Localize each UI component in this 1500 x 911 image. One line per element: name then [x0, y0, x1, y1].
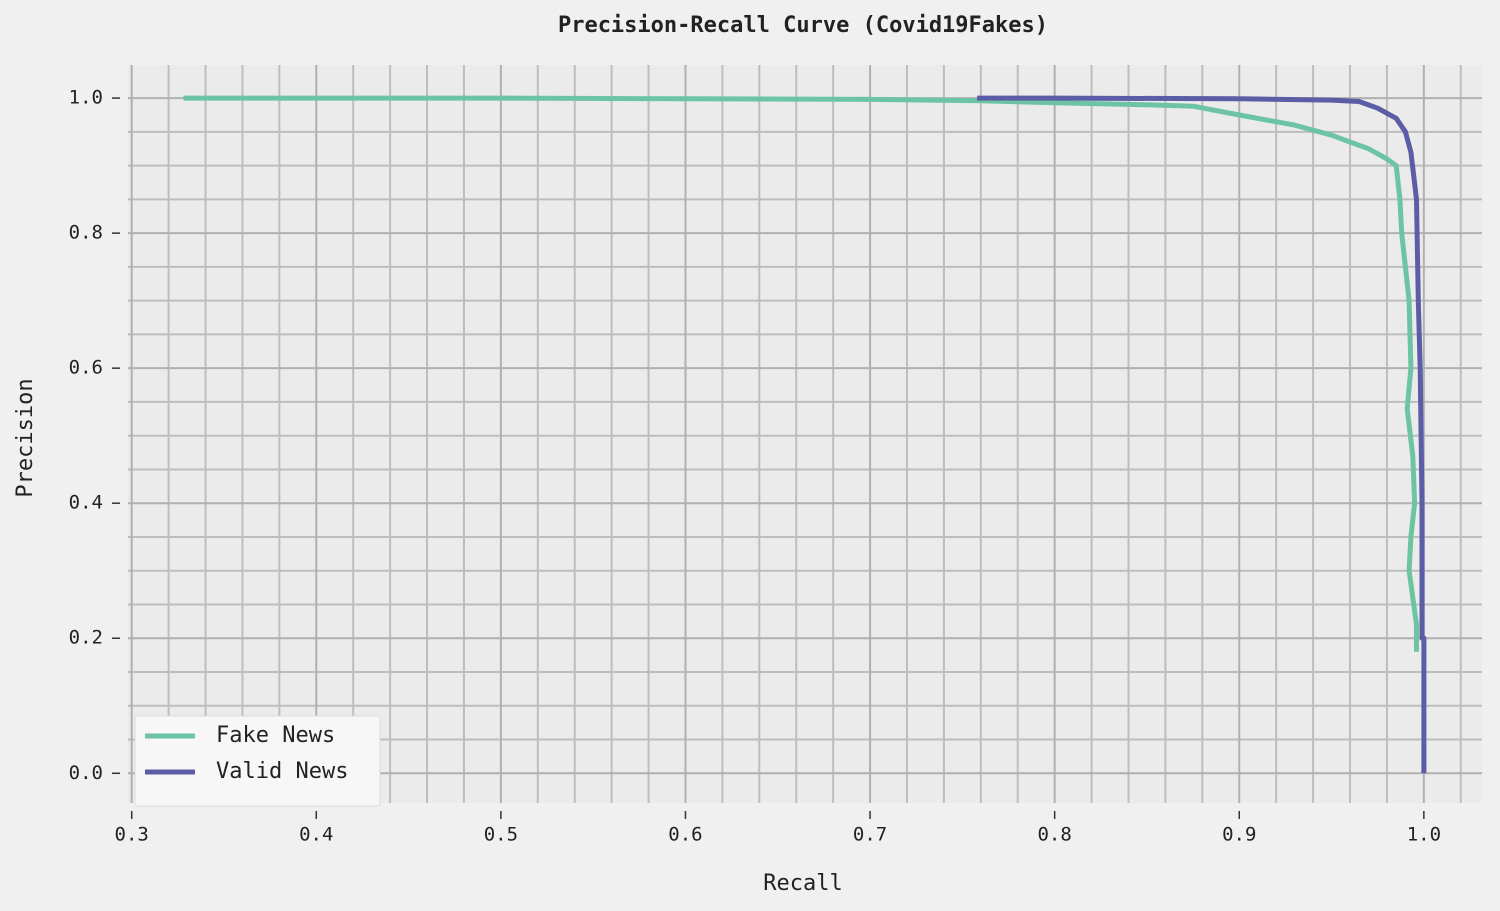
y-tick-label: 0.4 — [69, 492, 103, 514]
plot-area — [128, 65, 1482, 803]
data-line — [183, 95, 1419, 652]
y-tick-label: 0.8 — [69, 222, 103, 244]
data-line — [977, 95, 1427, 774]
legend-box — [134, 715, 381, 807]
x-tick-label: 0.9 — [1222, 824, 1256, 846]
x-tick-label: 0.5 — [484, 824, 518, 846]
x-tick-label: 0.3 — [115, 824, 149, 846]
x-tick-label: 0.8 — [1037, 824, 1071, 846]
y-axis-label: Precision — [13, 378, 38, 497]
x-tick-label: 0.7 — [853, 824, 887, 846]
x-axis-label: Recall — [763, 871, 842, 896]
y-tick-label: 0.2 — [69, 627, 103, 649]
legend-label: Fake News — [216, 723, 335, 748]
x-tick-label: 0.4 — [299, 824, 333, 846]
y-tick-label: 0.0 — [69, 762, 103, 784]
y-tick-label: 0.6 — [69, 357, 103, 379]
legend: Fake News Valid News — [134, 715, 381, 807]
legend-label: Valid News — [216, 759, 348, 784]
y-tick-label: 1.0 — [69, 87, 103, 109]
chart-title: Precision-Recall Curve (Covid19Fakes) — [558, 13, 1048, 38]
x-tick-label: 1.0 — [1407, 824, 1441, 846]
x-tick-label: 0.6 — [668, 824, 702, 846]
